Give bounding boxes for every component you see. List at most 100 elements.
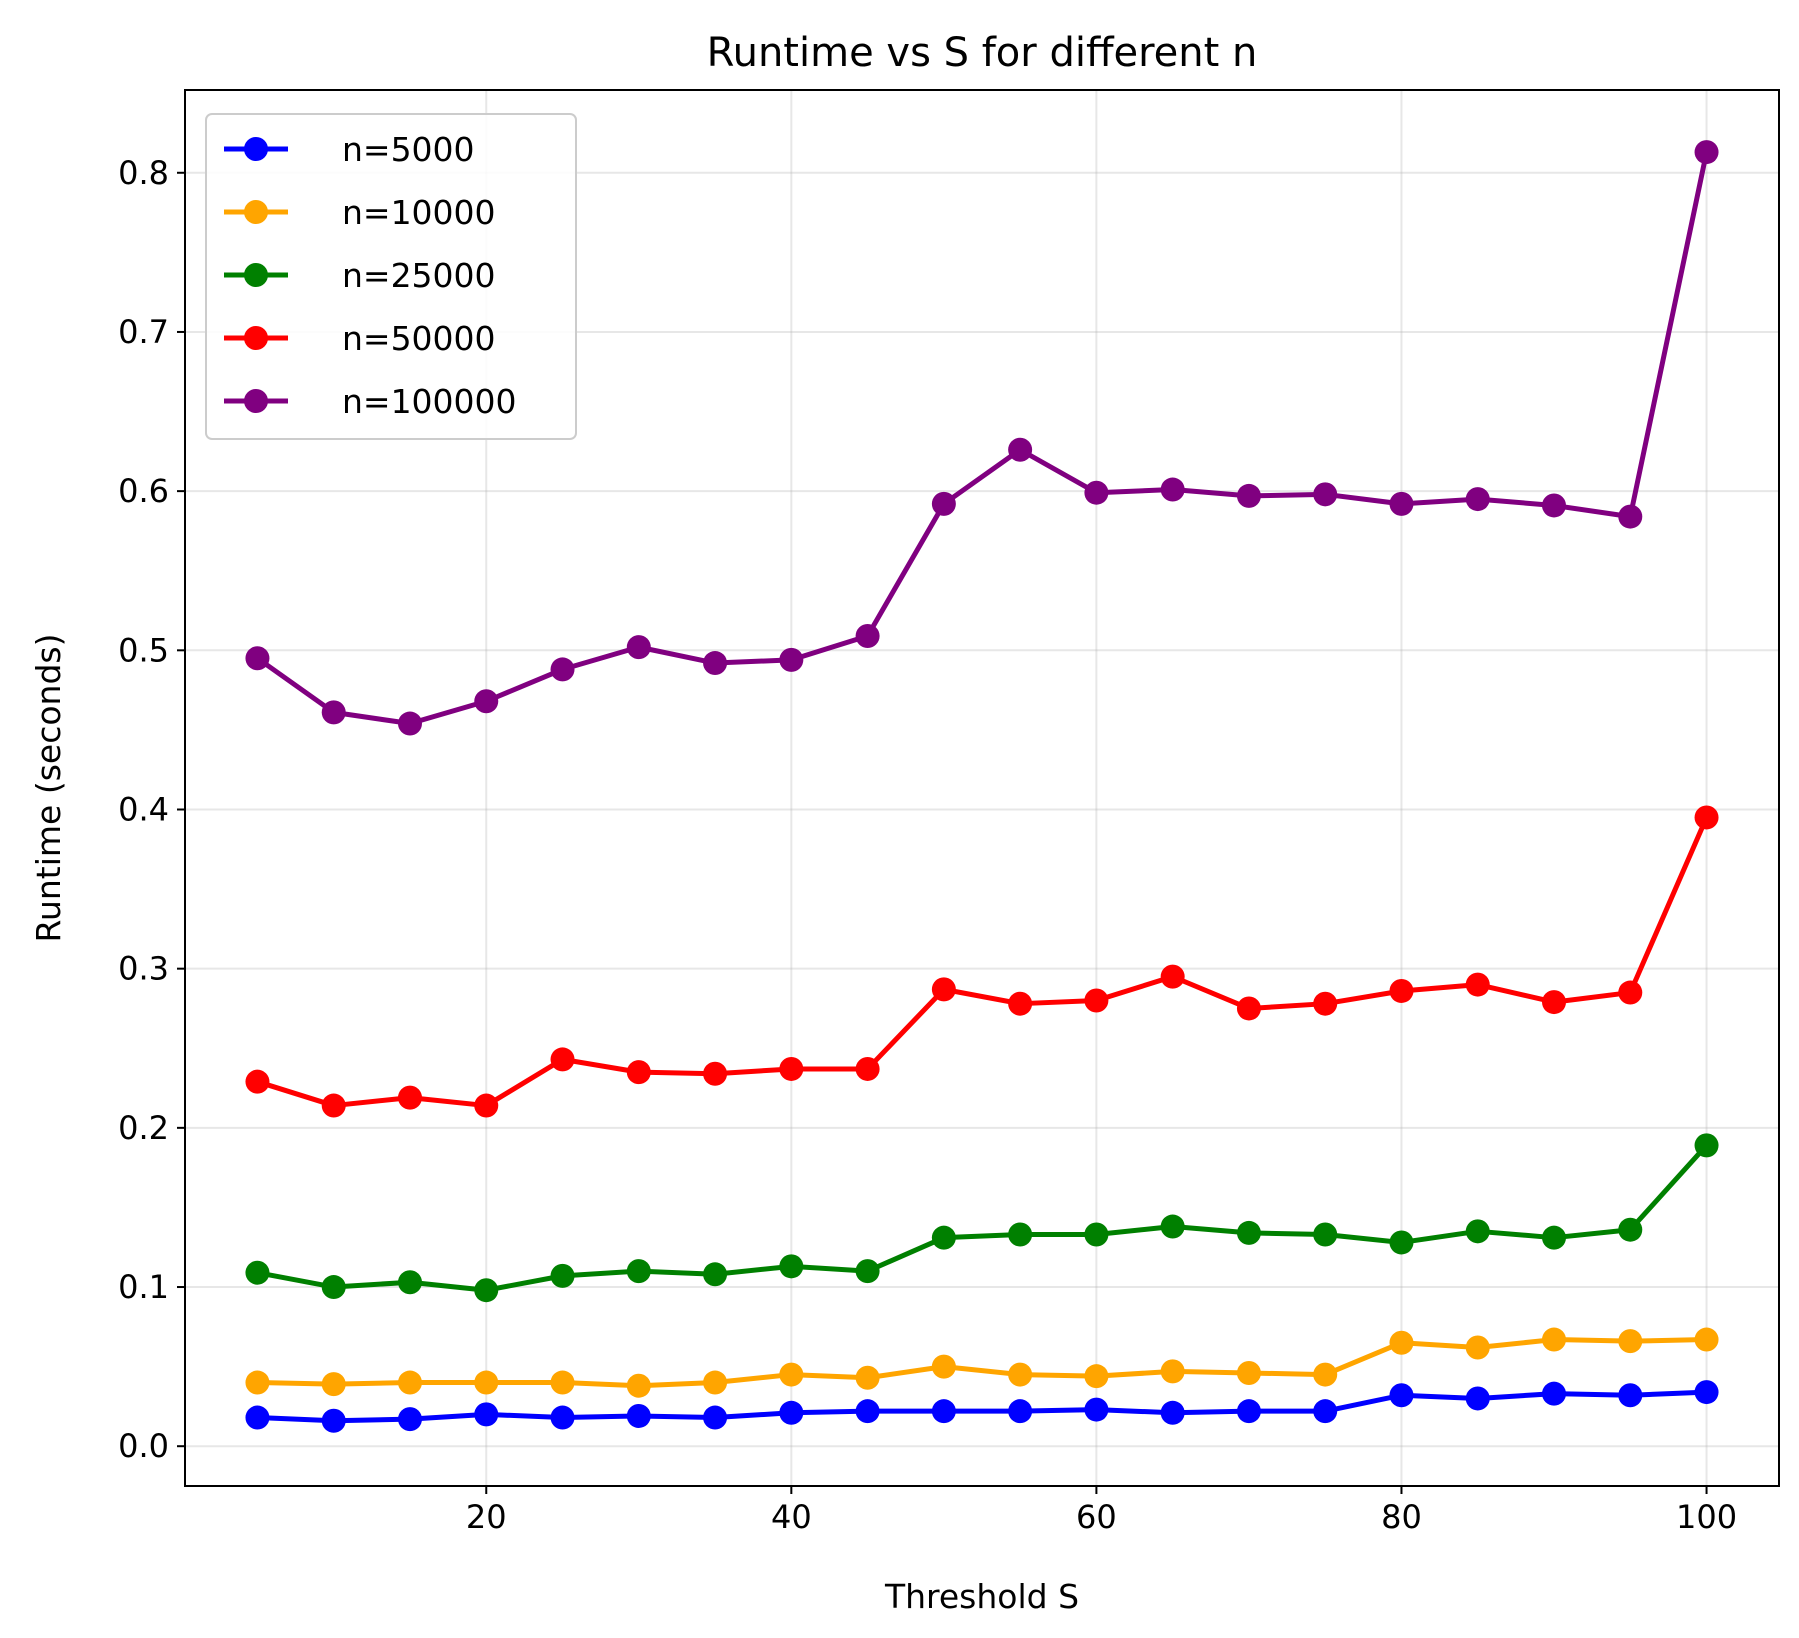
data-point xyxy=(1618,1329,1643,1354)
data-point xyxy=(321,700,346,725)
data-point xyxy=(321,1408,346,1433)
data-point xyxy=(1694,1327,1719,1352)
data-point xyxy=(550,1263,575,1288)
y-tick-label: 0.7 xyxy=(118,313,169,351)
data-point xyxy=(855,1399,880,1424)
data-point xyxy=(1389,978,1414,1003)
legend-label: n=10000 xyxy=(342,193,496,232)
data-point xyxy=(1694,140,1719,165)
legend-marker xyxy=(244,389,268,413)
data-point xyxy=(1313,1222,1338,1247)
data-point xyxy=(550,1405,575,1430)
data-point xyxy=(1618,504,1643,529)
axis-ticks: 20 40 60 80 100 0.0 0.1 0.2 0.3 0.4 0.5 0.6 0.7 0.8 xyxy=(118,154,1737,1536)
data-point xyxy=(1084,988,1109,1013)
data-point xyxy=(474,1093,499,1118)
data-point xyxy=(1618,980,1643,1005)
x-tick-label: 100 xyxy=(1676,1498,1737,1536)
data-point xyxy=(474,1278,499,1303)
data-point xyxy=(626,1060,651,1085)
data-point xyxy=(931,977,956,1002)
data-point xyxy=(397,1270,422,1295)
data-point xyxy=(855,1259,880,1284)
data-point xyxy=(1236,1399,1261,1424)
data-point xyxy=(1008,1399,1033,1424)
data-point xyxy=(1694,1380,1719,1405)
data-point xyxy=(779,647,804,672)
data-point xyxy=(1008,437,1033,462)
y-tick-label: 0.5 xyxy=(118,631,169,669)
data-point xyxy=(1160,477,1185,502)
legend-item: n=5000 xyxy=(224,130,475,169)
data-point xyxy=(1008,1222,1033,1247)
data-point xyxy=(1236,996,1261,1021)
legend-marker xyxy=(244,263,268,287)
data-point xyxy=(397,1085,422,1110)
x-tick-label: 20 xyxy=(466,1498,507,1536)
data-point xyxy=(1542,990,1567,1015)
data-point xyxy=(245,646,270,671)
y-tick-label: 0.2 xyxy=(118,1109,169,1147)
y-tick-label: 0.0 xyxy=(118,1427,169,1465)
x-axis-label: Threshold S xyxy=(884,1577,1079,1616)
y-tick-label: 0.6 xyxy=(118,472,169,510)
data-point xyxy=(1465,487,1490,512)
y-axis-label: Runtime (seconds) xyxy=(29,634,68,943)
legend-label: n=25000 xyxy=(342,256,496,295)
legend-marker xyxy=(244,200,268,224)
data-point xyxy=(855,1056,880,1081)
data-point xyxy=(1313,1362,1338,1387)
series-n=100000 xyxy=(245,140,1719,736)
data-point xyxy=(1542,493,1567,518)
series-n=25000 xyxy=(245,1133,1719,1303)
data-point xyxy=(1694,805,1719,830)
data-point xyxy=(703,1262,728,1287)
y-tick-label: 0.3 xyxy=(118,950,169,988)
data-point xyxy=(1160,1214,1185,1239)
data-point xyxy=(397,1370,422,1395)
data-point xyxy=(245,1260,270,1285)
data-point xyxy=(1084,1397,1109,1422)
data-point xyxy=(931,491,956,516)
legend: n=5000 n=10000 n=25000 n=50000 n=100000 xyxy=(205,113,577,440)
data-point xyxy=(1008,1362,1033,1387)
data-point xyxy=(1542,1327,1567,1352)
data-point xyxy=(474,1402,499,1427)
legend-label: n=5000 xyxy=(342,130,475,169)
data-point xyxy=(626,1259,651,1284)
data-point xyxy=(626,1403,651,1428)
legend-marker xyxy=(244,326,268,350)
data-point xyxy=(703,651,728,676)
data-point xyxy=(626,1373,651,1398)
series-line xyxy=(254,1142,1710,1293)
data-point xyxy=(1618,1217,1643,1242)
x-tick-label: 60 xyxy=(1076,1498,1117,1536)
series-line xyxy=(254,149,1710,727)
data-point xyxy=(703,1370,728,1395)
data-point xyxy=(1542,1381,1567,1406)
data-point xyxy=(1236,1360,1261,1385)
data-point xyxy=(931,1399,956,1424)
data-point xyxy=(245,1405,270,1430)
data-point xyxy=(1542,1225,1567,1250)
data-point xyxy=(779,1400,804,1425)
data-point xyxy=(474,689,499,714)
data-point xyxy=(1389,1330,1414,1355)
data-point xyxy=(1618,1383,1643,1408)
data-point xyxy=(855,623,880,648)
data-point xyxy=(1465,972,1490,997)
data-point xyxy=(779,1254,804,1279)
grid xyxy=(185,90,1779,1486)
data-point xyxy=(1694,1133,1719,1158)
legend-item: n=25000 xyxy=(224,256,496,295)
data-point xyxy=(1465,1386,1490,1411)
x-tick-label: 40 xyxy=(771,1498,812,1536)
x-tick-label: 80 xyxy=(1381,1498,1422,1536)
data-point xyxy=(550,1370,575,1395)
legend-item: n=100000 xyxy=(224,382,517,421)
data-point xyxy=(1313,991,1338,1016)
plot-frame xyxy=(184,89,1780,1487)
y-tick-label: 0.1 xyxy=(118,1268,169,1306)
data-point xyxy=(1236,483,1261,508)
